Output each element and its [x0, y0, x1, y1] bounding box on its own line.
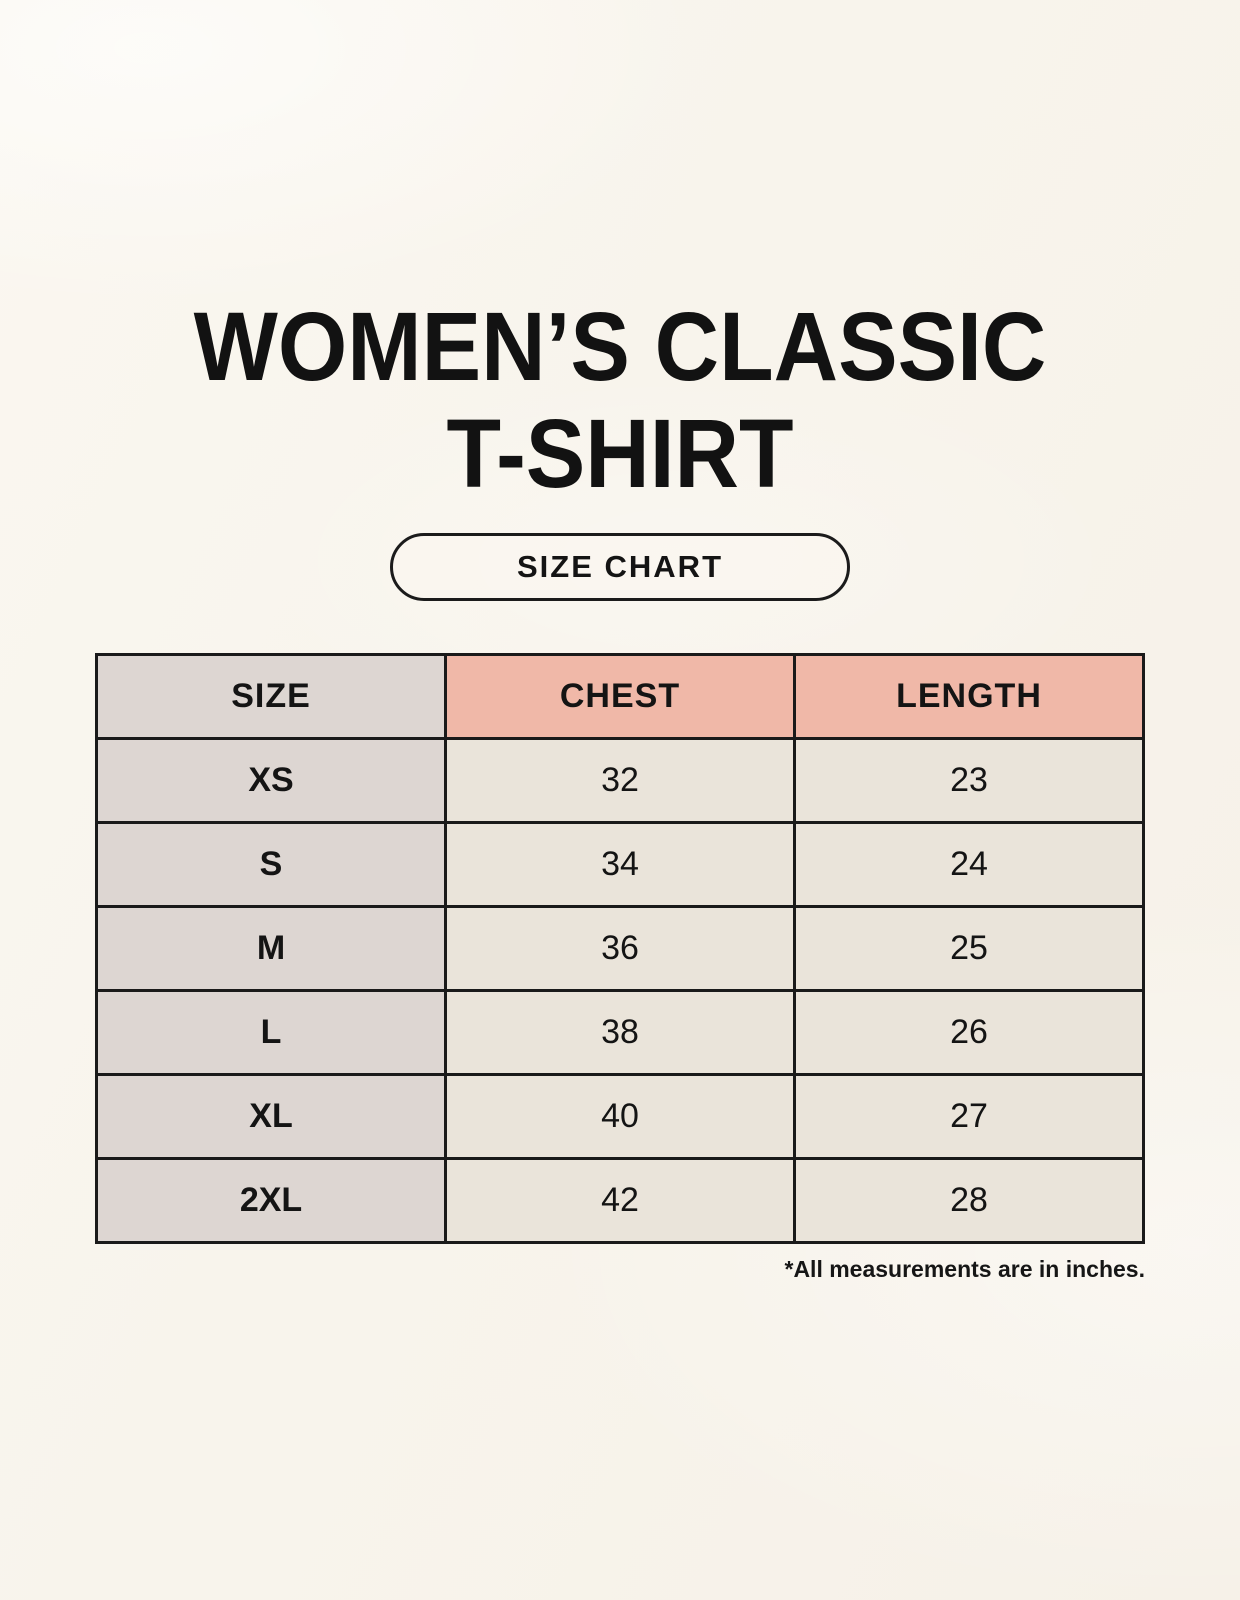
- chest-value: 36: [444, 905, 796, 993]
- size-label: XL: [95, 1073, 447, 1161]
- page-title-line-2: T-SHIRT: [446, 398, 794, 508]
- column-header-length: LENGTH: [793, 653, 1145, 741]
- table-row-l: L 38 26: [95, 989, 1145, 1077]
- size-label: XS: [95, 737, 447, 825]
- chest-value: 38: [444, 989, 796, 1077]
- size-label: S: [95, 821, 447, 909]
- table-row-xl: XL 40 27: [95, 1073, 1145, 1161]
- length-value: 25: [793, 905, 1145, 993]
- table-row-s: S 34 24: [95, 821, 1145, 909]
- length-value: 23: [793, 737, 1145, 825]
- chest-value: 40: [444, 1073, 796, 1161]
- page-title-line-1: WOMEN’S CLASSIC: [193, 292, 1047, 401]
- chest-value: 42: [444, 1157, 796, 1245]
- table-header-row: SIZE CHEST LENGTH: [95, 653, 1145, 741]
- column-header-size: SIZE: [95, 653, 447, 741]
- size-chart-table: SIZE CHEST LENGTH XS 32 23 S 34 24 M 36 …: [95, 653, 1145, 1245]
- measurements-footnote: *All measurements are in inches.: [784, 1256, 1146, 1283]
- table-row-xs: XS 32 23: [95, 737, 1145, 825]
- size-label: 2XL: [95, 1157, 447, 1245]
- size-chart-button[interactable]: SIZE CHART: [390, 533, 850, 602]
- length-value: 26: [793, 989, 1145, 1077]
- length-value: 27: [793, 1073, 1145, 1161]
- size-chart-button-label: SIZE CHART: [517, 549, 723, 585]
- column-header-chest: CHEST: [444, 653, 796, 741]
- chest-value: 34: [444, 821, 796, 909]
- chest-value: 32: [444, 737, 796, 825]
- size-label: L: [95, 989, 447, 1077]
- table-row-m: M 36 25: [95, 905, 1145, 993]
- length-value: 28: [793, 1157, 1145, 1245]
- page-title: WOMEN’S CLASSIC T-SHIRT: [50, 0, 1191, 507]
- table-row-2xl: 2XL 42 28: [95, 1157, 1145, 1245]
- length-value: 24: [793, 821, 1145, 909]
- size-label: M: [95, 905, 447, 993]
